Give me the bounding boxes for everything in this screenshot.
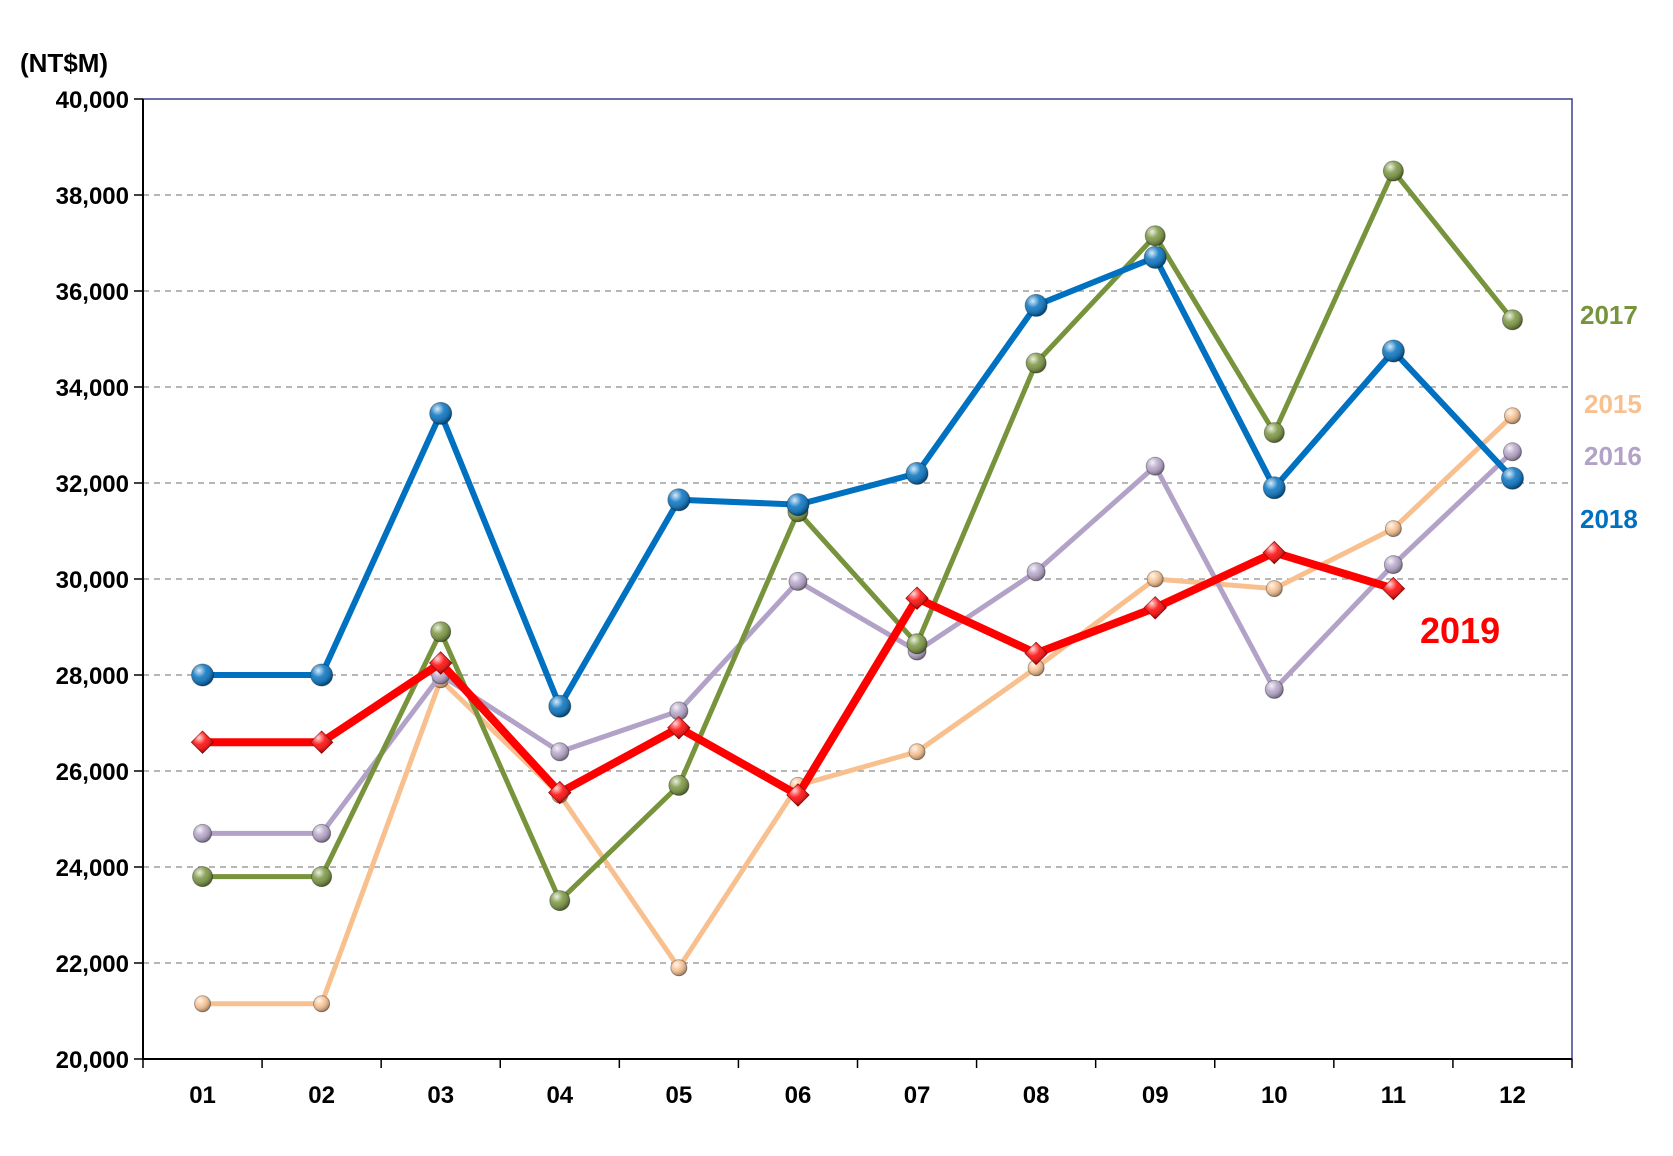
y-tick-label: 22,000 (56, 951, 129, 978)
series-label-2015: 2015 (1584, 389, 1642, 419)
x-tick-label: 11 (1381, 1082, 1406, 1109)
x-tick-label: 05 (666, 1082, 693, 1109)
data-point-highlight (907, 633, 928, 654)
series-labels: 2015 2016 2017 2018 2019 (1420, 300, 1642, 651)
x-tick-label: 10 (1261, 1082, 1288, 1109)
series-2015 (194, 407, 1521, 1013)
data-point-highlight (1263, 476, 1286, 499)
data-point-highlight (1264, 422, 1285, 443)
data-point-highlight (1146, 457, 1165, 476)
data-point-highlight (1501, 467, 1524, 490)
data-point-highlight (312, 824, 331, 843)
data-point-highlight (1266, 580, 1283, 597)
data-point-highlight (310, 731, 333, 754)
data-point-highlight (191, 731, 214, 754)
data-point-highlight (906, 462, 929, 485)
series-lines (190, 160, 1524, 1013)
x-tick-label: 06 (785, 1082, 812, 1109)
y-tick-label: 38,000 (56, 183, 129, 210)
data-point-highlight (786, 493, 809, 516)
data-point-highlight (1384, 555, 1403, 574)
x-tick-label: 01 (189, 1082, 216, 1109)
data-point-highlight (1147, 571, 1164, 587)
axes: 20,000 22,000 24,000 26,000 28,000 30,000 32,0… (56, 87, 1573, 1109)
data-point-highlight (786, 784, 809, 806)
y-tick-label: 40,000 (56, 87, 129, 114)
data-point-highlight (1025, 642, 1048, 665)
data-point-highlight (906, 587, 929, 610)
series-line-2018 (199, 254, 1516, 710)
unit-label: (NT$M) (20, 48, 108, 78)
y-tick-label: 32,000 (56, 471, 129, 498)
y-tick-label: 20,000 (56, 1047, 129, 1074)
data-point-highlight (549, 890, 570, 911)
data-point-highlight (1383, 161, 1404, 181)
y-tick-label: 28,000 (56, 663, 129, 690)
x-tick-label: 07 (904, 1082, 931, 1109)
data-point-highlight (667, 716, 690, 739)
series-label-2016: 2016 (1584, 441, 1642, 471)
data-point-highlight (550, 742, 569, 761)
series-line-2016 (200, 449, 1515, 836)
series-label-2018: 2018 (1580, 504, 1638, 534)
data-point-highlight (788, 572, 807, 591)
series-label-2017: 2017 (1580, 300, 1638, 330)
data-point-highlight (1027, 562, 1046, 581)
y-tick-label: 24,000 (56, 855, 129, 882)
data-point-highlight (310, 664, 333, 686)
x-tick-label: 02 (308, 1082, 335, 1109)
x-tick-label: 09 (1142, 1082, 1169, 1109)
series-2016 (193, 442, 1522, 843)
data-point-highlight (1265, 680, 1284, 699)
data-point-highlight (669, 702, 688, 720)
y-tick-label: 36,000 (56, 279, 129, 306)
data-point-highlight (1385, 520, 1402, 537)
data-point-highlight (548, 781, 571, 804)
x-tick-label: 04 (546, 1082, 573, 1109)
data-point-highlight (1144, 596, 1167, 619)
data-point-highlight (192, 866, 213, 887)
y-tick-label: 34,000 (56, 375, 129, 402)
data-point-highlight (1503, 442, 1522, 461)
data-point-highlight (1502, 309, 1523, 330)
data-point-highlight (313, 995, 330, 1012)
data-point-highlight (667, 488, 690, 511)
data-point-highlight (670, 959, 687, 976)
y-tick-label: 30,000 (56, 567, 129, 594)
data-point-highlight (548, 695, 571, 718)
data-point-highlight (1028, 659, 1045, 676)
data-point-highlight (429, 652, 452, 674)
data-point-highlight (1382, 577, 1405, 600)
data-point-highlight (311, 866, 332, 887)
series-2019 (190, 540, 1406, 807)
x-tick-label: 03 (427, 1082, 454, 1109)
data-point-highlight (430, 621, 451, 642)
data-point-highlight (1382, 340, 1405, 362)
data-point-highlight (1504, 407, 1521, 424)
series-2018 (191, 245, 1524, 718)
series-line-2015 (200, 413, 1515, 1007)
y-tick-label: 26,000 (56, 759, 129, 786)
series-label-2019: 2019 (1420, 610, 1500, 651)
data-point-highlight (909, 743, 926, 760)
gridlines (143, 194, 1572, 964)
data-point-highlight (191, 664, 214, 686)
x-tick-label: 08 (1023, 1082, 1050, 1109)
data-point-highlight (668, 775, 689, 796)
data-point-highlight (1144, 246, 1167, 269)
data-point-highlight (429, 402, 452, 425)
data-point-highlight (1263, 541, 1286, 564)
data-point-highlight (1025, 294, 1048, 317)
series-2017 (192, 160, 1523, 912)
data-point-highlight (194, 995, 211, 1012)
data-point-highlight (193, 824, 212, 843)
x-tick-label: 12 (1499, 1082, 1526, 1109)
data-point-highlight (1026, 353, 1047, 373)
data-point-highlight (1145, 225, 1166, 246)
